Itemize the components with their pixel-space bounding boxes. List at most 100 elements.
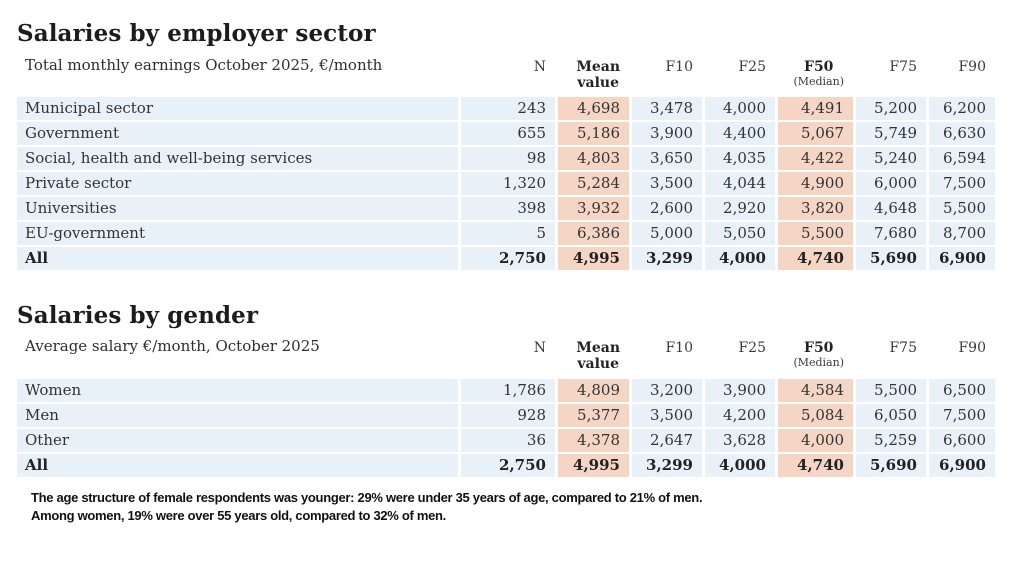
cell-mean: 4,698 bbox=[558, 96, 629, 120]
cell-f25: 2,920 bbox=[705, 196, 775, 220]
col-header-f50-label: F50 bbox=[804, 340, 834, 357]
cell-mean: 4,995 bbox=[558, 246, 629, 270]
row-label: Social, health and well-being services bbox=[17, 146, 458, 170]
col-header-f25: F25 bbox=[705, 335, 775, 377]
report-page: Salaries by employer sector Total monthl… bbox=[14, 20, 998, 525]
cell-f25: 4,000 bbox=[705, 246, 775, 270]
row-label: All bbox=[17, 246, 458, 270]
cell-mean: 4,378 bbox=[558, 428, 629, 452]
cell-n: 928 bbox=[461, 403, 555, 427]
cell-f25: 4,000 bbox=[705, 96, 775, 120]
table-row: Other 36 4,378 2,647 3,628 4,000 5,259 6… bbox=[17, 428, 995, 452]
cell-f10: 3,299 bbox=[632, 246, 702, 270]
row-label: Men bbox=[17, 403, 458, 427]
cell-f50: 4,740 bbox=[778, 453, 853, 477]
cell-f75: 5,240 bbox=[856, 146, 926, 170]
col-header-mean-line2: value bbox=[577, 74, 619, 91]
cell-mean: 3,932 bbox=[558, 196, 629, 220]
col-header-f90: F90 bbox=[929, 53, 995, 95]
cell-f75: 6,050 bbox=[856, 403, 926, 427]
cell-f75: 4,648 bbox=[856, 196, 926, 220]
cell-f50: 4,422 bbox=[778, 146, 853, 170]
cell-f90: 6,594 bbox=[929, 146, 995, 170]
row-label: Government bbox=[17, 121, 458, 145]
table-row: Social, health and well-being services 9… bbox=[17, 146, 995, 170]
cell-f90: 5,500 bbox=[929, 196, 995, 220]
cell-f50: 5,084 bbox=[778, 403, 853, 427]
sector-table-header-row: Total monthly earnings October 2025, €/m… bbox=[17, 53, 995, 95]
cell-f25: 3,628 bbox=[705, 428, 775, 452]
cell-f25: 4,035 bbox=[705, 146, 775, 170]
cell-f75: 5,690 bbox=[856, 246, 926, 270]
cell-f75: 5,690 bbox=[856, 453, 926, 477]
col-header-mean: Mean value bbox=[558, 53, 629, 95]
row-label: EU-government bbox=[17, 221, 458, 245]
cell-f10: 3,900 bbox=[632, 121, 702, 145]
row-label: Universities bbox=[17, 196, 458, 220]
cell-f10: 2,600 bbox=[632, 196, 702, 220]
footnote: The age structure of female respondents … bbox=[31, 489, 998, 525]
cell-n: 655 bbox=[461, 121, 555, 145]
col-header-f50: F50 (Median) bbox=[778, 53, 853, 95]
gender-table: Average salary €/month, October 2025 N M… bbox=[14, 333, 998, 478]
col-header-f75: F75 bbox=[856, 53, 926, 95]
sector-table: Total monthly earnings October 2025, €/m… bbox=[14, 52, 998, 272]
col-header-mean-line2: value bbox=[577, 356, 619, 373]
cell-n: 5 bbox=[461, 221, 555, 245]
table-row: Municipal sector 243 4,698 3,478 4,000 4… bbox=[17, 96, 995, 120]
cell-mean: 4,803 bbox=[558, 146, 629, 170]
cell-f25: 4,400 bbox=[705, 121, 775, 145]
cell-f50: 4,740 bbox=[778, 246, 853, 270]
row-label: Private sector bbox=[17, 171, 458, 195]
cell-n: 36 bbox=[461, 428, 555, 452]
footnote-line-2: Among women, 19% were over 55 years old,… bbox=[31, 507, 446, 523]
cell-n: 398 bbox=[461, 196, 555, 220]
col-header-f75: F75 bbox=[856, 335, 926, 377]
cell-f25: 4,044 bbox=[705, 171, 775, 195]
row-label: Municipal sector bbox=[17, 96, 458, 120]
cell-mean: 4,809 bbox=[558, 378, 629, 402]
col-header-f10: F10 bbox=[632, 53, 702, 95]
cell-f75: 7,680 bbox=[856, 221, 926, 245]
cell-mean: 5,377 bbox=[558, 403, 629, 427]
gender-table-header-row: Average salary €/month, October 2025 N M… bbox=[17, 335, 995, 377]
cell-f75: 5,200 bbox=[856, 96, 926, 120]
col-header-n: N bbox=[461, 53, 555, 95]
cell-f25: 4,000 bbox=[705, 453, 775, 477]
cell-f10: 3,500 bbox=[632, 171, 702, 195]
cell-f90: 6,500 bbox=[929, 378, 995, 402]
table-row-total: All 2,750 4,995 3,299 4,000 4,740 5,690 … bbox=[17, 453, 995, 477]
cell-f90: 6,200 bbox=[929, 96, 995, 120]
col-header-f50-median: (Median) bbox=[793, 74, 844, 88]
cell-f90: 6,900 bbox=[929, 246, 995, 270]
col-header-mean-line1: Mean bbox=[576, 340, 620, 357]
cell-f75: 5,500 bbox=[856, 378, 926, 402]
cell-n: 1,786 bbox=[461, 378, 555, 402]
cell-f50: 5,067 bbox=[778, 121, 853, 145]
col-header-f25: F25 bbox=[705, 53, 775, 95]
cell-f90: 6,900 bbox=[929, 453, 995, 477]
row-label: All bbox=[17, 453, 458, 477]
cell-f10: 5,000 bbox=[632, 221, 702, 245]
cell-f90: 7,500 bbox=[929, 403, 995, 427]
col-header-f90: F90 bbox=[929, 335, 995, 377]
cell-f90: 8,700 bbox=[929, 221, 995, 245]
table-row: Women 1,786 4,809 3,200 3,900 4,584 5,50… bbox=[17, 378, 995, 402]
cell-f25: 5,050 bbox=[705, 221, 775, 245]
col-header-mean-line1: Mean bbox=[576, 58, 620, 75]
table-row: Government 655 5,186 3,900 4,400 5,067 5… bbox=[17, 121, 995, 145]
cell-f50: 4,900 bbox=[778, 171, 853, 195]
cell-f10: 3,478 bbox=[632, 96, 702, 120]
cell-f90: 7,500 bbox=[929, 171, 995, 195]
table-row: Universities 398 3,932 2,600 2,920 3,820… bbox=[17, 196, 995, 220]
cell-f50: 4,584 bbox=[778, 378, 853, 402]
cell-mean: 4,995 bbox=[558, 453, 629, 477]
sector-section-title: Salaries by employer sector bbox=[17, 20, 376, 47]
cell-f75: 5,259 bbox=[856, 428, 926, 452]
col-header-f50: F50 (Median) bbox=[778, 335, 853, 377]
cell-f90: 6,630 bbox=[929, 121, 995, 145]
table-row: Private sector 1,320 5,284 3,500 4,044 4… bbox=[17, 171, 995, 195]
cell-n: 1,320 bbox=[461, 171, 555, 195]
cell-f10: 3,200 bbox=[632, 378, 702, 402]
cell-f10: 3,299 bbox=[632, 453, 702, 477]
